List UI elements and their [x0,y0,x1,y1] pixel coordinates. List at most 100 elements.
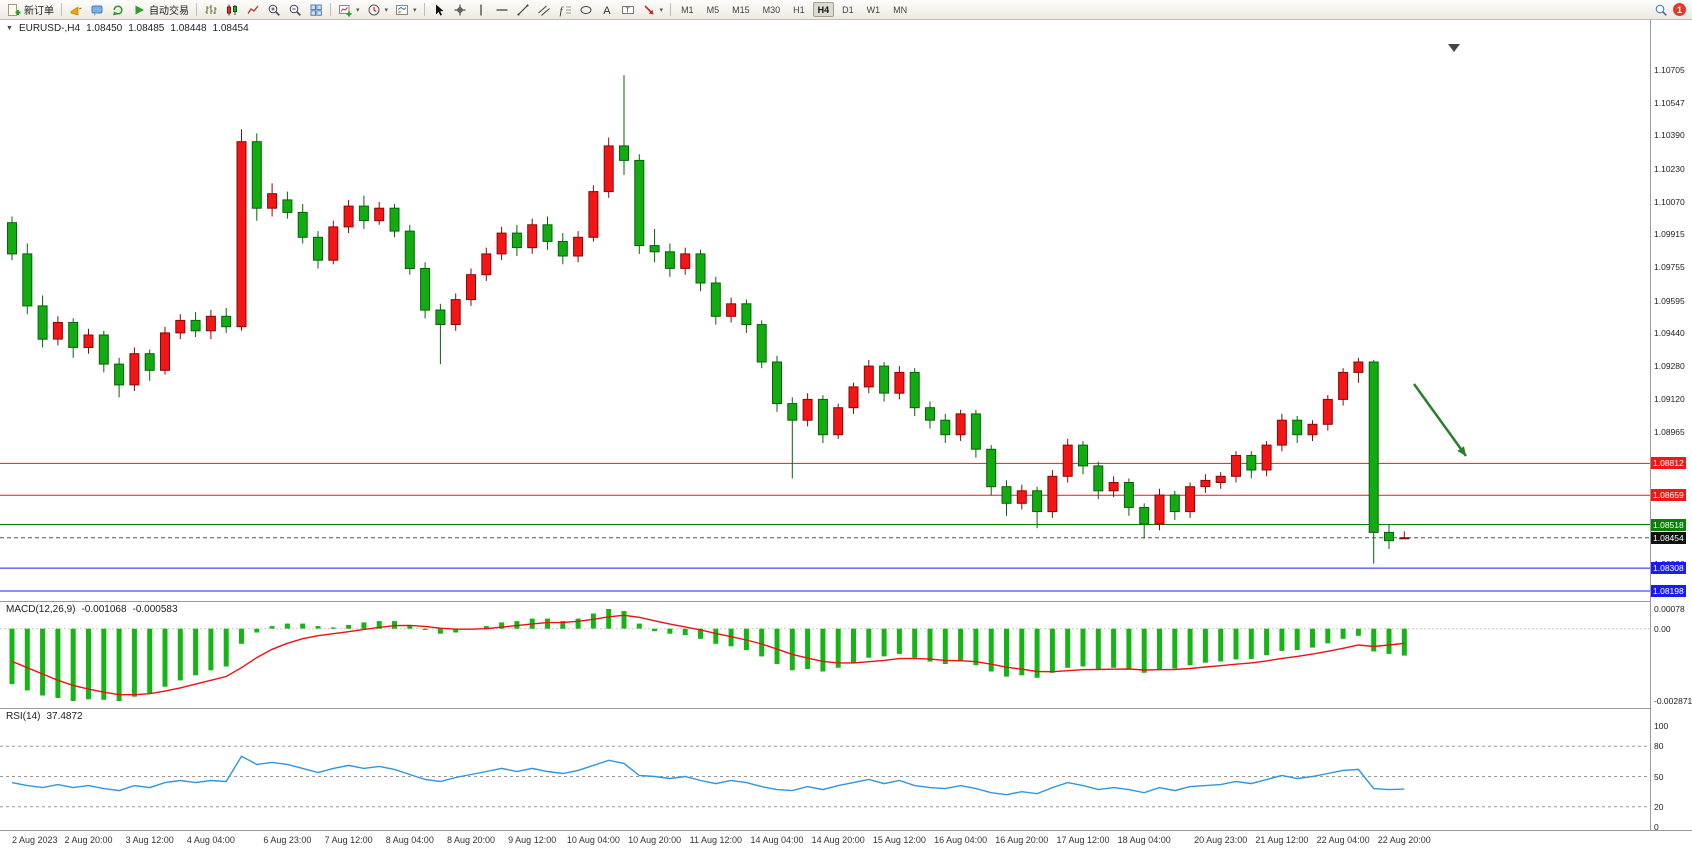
vertical-line-icon [479,4,482,15]
fibonacci-tool-button[interactable]: f [555,1,575,19]
candlestick-chart-button[interactable] [222,1,242,19]
price-level-badge: 1.08659 [1651,489,1686,502]
price-axis-label: 1.09595 [1654,295,1685,306]
time-axis-label: 7 Aug 12:00 [324,835,373,845]
one-click-trading-toggle[interactable]: ▼ [6,25,13,32]
chart-window[interactable]: ▼ EURUSD-,H4 1.08450 1.08485 1.08448 1.0… [0,20,1692,849]
horizontal-line-tool-button[interactable] [492,1,512,19]
chevron-down-icon: ▾ [413,6,417,14]
rsi-panel-title: RSI(14) 37.4872 [6,711,83,722]
timeframe-m30-button[interactable]: M30 [758,2,786,17]
timeframe-h1-button[interactable]: H1 [788,2,810,17]
panel-separator[interactable] [0,601,1692,602]
time-axis-label: 6 Aug 23:00 [263,835,312,845]
ohlc-open: 1.08450 [86,23,123,34]
channel-tool-button[interactable] [534,1,554,19]
label-icon: T [621,5,634,14]
arrows-tool-button[interactable]: ▾ [639,1,667,19]
tile-windows-icon [310,4,322,16]
fibonacci-icon: f [559,5,571,17]
time-axis-label: 14 Aug 20:00 [811,835,865,845]
time-axis-label: 17 Aug 12:00 [1056,835,1110,845]
zoom-out-icon [289,4,301,16]
timeframe-m5-button[interactable]: M5 [702,2,725,17]
tile-windows-button[interactable] [306,1,326,19]
rsi-current-value: 37.4872 [46,711,83,722]
search-icon[interactable] [1654,3,1668,17]
zoom-out-button[interactable] [285,1,305,19]
horizontal-level-lines[interactable] [0,462,1650,592]
candles [7,75,1410,564]
new-chart-icon [339,4,352,16]
trendline-icon [516,3,529,16]
chart-shift-marker[interactable] [1448,44,1460,52]
timeframe-m1-button[interactable]: M1 [676,2,699,17]
megaphone-icon [70,5,82,15]
time-axis[interactable]: 2 Aug 2023 2 Aug 20:00 3 Aug 12:00 4 Aug 04… [0,830,1692,849]
zoom-in-button[interactable] [264,1,284,19]
timeframe-d1-button[interactable]: D1 [837,2,859,17]
price-axis-label: 1.09915 [1654,229,1685,240]
time-axis-label: 8 Aug 04:00 [385,835,434,845]
new-order-icon [8,3,21,16]
templates-button[interactable]: ▾ [392,1,420,19]
bar-chart-button[interactable] [201,1,221,19]
refresh-button[interactable] [108,1,128,19]
ohlc-low: 1.08448 [170,23,207,34]
price-axis-label: 1.10390 [1654,130,1685,141]
timeframe-h4-button[interactable]: H4 [812,2,835,17]
crosshair-tool-button[interactable] [450,1,470,19]
price-axis-label: 1.09120 [1654,394,1685,405]
line-chart-button[interactable] [243,1,263,19]
toolbar-separator [330,3,331,16]
shapes-tool-button[interactable] [576,1,596,19]
community-button[interactable] [87,1,107,19]
time-axis-label: 3 Aug 12:00 [125,835,174,845]
price-axis[interactable]: 1.10705 1.10547 1.10390 1.10230 1.10070 1.099… [1650,20,1692,832]
new-chart-button[interactable]: ▾ [335,1,363,19]
timeframe-m15-button[interactable]: M15 [727,2,755,17]
auto-trading-button[interactable]: 自动交易 [129,1,192,19]
bar-chart-icon [205,4,217,14]
vertical-line-tool-button[interactable] [471,1,491,19]
rsi-indicator-chart[interactable] [0,708,1650,830]
alerts-button[interactable] [66,1,86,19]
current-price-badge: 1.08454 [1651,531,1686,544]
macd-signal-line [11,614,1405,696]
new-order-button[interactable]: 新订单 [4,1,57,19]
rsi-title-label: RSI(14) [6,711,41,722]
label-tool-button[interactable]: T [618,1,638,19]
clock-icon [368,4,380,15]
refresh-icon [113,5,123,15]
macd-panel-title: MACD(12,26,9) -0.001068 -0.000583 [6,604,178,615]
time-axis-label: 18 Aug 04:00 [1117,835,1171,845]
symbol-period-label: EURUSD-,H4 [18,23,81,34]
macd-axis-label: 0.00 [1654,623,1671,634]
macd-histogram [9,609,1407,701]
time-axis-label: 15 Aug 12:00 [872,835,926,845]
time-axis-label: 14 Aug 04:00 [750,835,804,845]
timeframes-menu-button[interactable]: ▾ [364,1,392,19]
crosshair-icon [454,4,466,15]
macd-indicator-chart[interactable] [0,601,1650,708]
text-tool-button[interactable]: A [597,1,617,19]
time-axis-label: 9 Aug 12:00 [508,835,557,845]
rsi-line [11,755,1405,796]
time-axis-label: 21 Aug 12:00 [1255,835,1309,845]
main-price-chart[interactable] [0,20,1650,601]
drawn-arrow-annotation[interactable] [1412,383,1468,457]
timeframe-w1-button[interactable]: W1 [862,2,886,17]
notification-badge[interactable]: 1 [1673,3,1686,16]
rsi-axis-label: 50 [1654,771,1664,782]
timeframe-mn-button[interactable]: MN [888,2,912,17]
rsi-axis-label: 100 [1654,721,1669,731]
trendline-tool-button[interactable] [513,1,533,19]
cursor-tool-button[interactable] [429,1,449,19]
time-axis-label: 10 Aug 20:00 [628,835,682,845]
auto-trading-label: 自动交易 [149,6,189,17]
price-axis-label: 1.10070 [1654,196,1685,207]
panel-separator[interactable] [0,708,1692,709]
chevron-down-icon: ▾ [356,6,360,14]
time-axis-label: 8 Aug 20:00 [446,835,496,845]
